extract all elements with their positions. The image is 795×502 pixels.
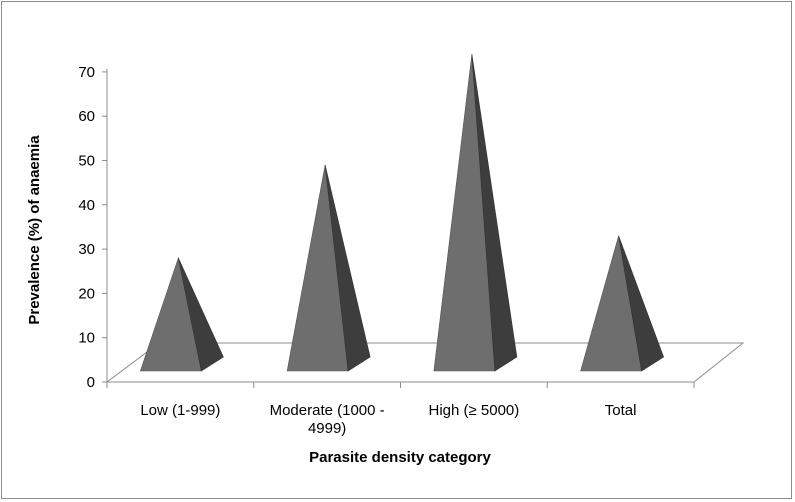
y-tick-label: 0 — [87, 374, 95, 391]
x-axis-title: Parasite density category — [309, 449, 491, 466]
y-tick-label: 20 — [78, 285, 95, 302]
pyramid-bar — [286, 164, 371, 372]
pyramid-bar — [139, 256, 224, 372]
pyramid-bar — [580, 235, 664, 372]
x-category-label: Moderate (1000 -4999) — [270, 402, 385, 437]
y-tick-label: 60 — [78, 108, 95, 125]
pyramid-side-face — [324, 164, 371, 372]
pyramid-side-face — [618, 235, 664, 372]
pyramid-bar — [433, 54, 518, 372]
pyramid-side-face — [178, 257, 224, 372]
pyramid-side-face — [471, 54, 518, 372]
y-tick-label: 40 — [78, 197, 95, 214]
y-tick-label: 10 — [78, 330, 95, 347]
y-tick-label: 70 — [78, 64, 95, 81]
y-tick-label: 30 — [78, 241, 95, 258]
y-axis-title: Prevalence (%) of anaemia — [26, 135, 43, 325]
x-category-label: High (≥ 5000) — [428, 402, 519, 419]
y-tick-label: 50 — [78, 153, 95, 170]
x-category-label: Low (1-999) — [140, 402, 220, 419]
x-category-label: Total — [605, 402, 637, 419]
chart-floor — [105, 342, 745, 383]
